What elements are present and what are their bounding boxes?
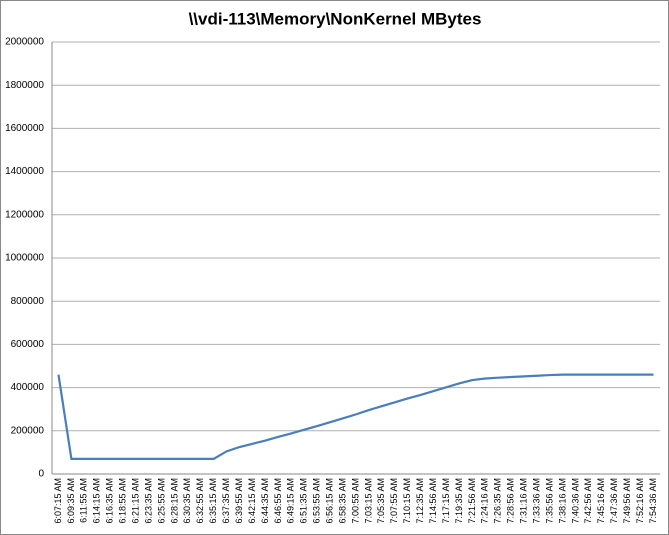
- chart-title: \\vdi-113\Memory\NonKernel MBytes: [189, 9, 482, 28]
- x-tick-label: 6:49:15 AM: [286, 478, 296, 524]
- y-tick-label: 200000: [11, 425, 45, 436]
- x-tick-label: 6:42:15 AM: [247, 478, 257, 524]
- x-tick-label: 7:28:56 AM: [506, 478, 516, 524]
- x-tick-label: 7:49:56 AM: [622, 478, 632, 524]
- x-tick-label: 6:18:55 AM: [118, 478, 128, 524]
- x-tick-label: 6:14:15 AM: [92, 478, 102, 524]
- y-tick-label: 1800000: [5, 80, 44, 91]
- x-tick-label: 6:44:35 AM: [260, 478, 270, 524]
- x-tick-label: 7:19:35 AM: [454, 478, 464, 524]
- x-tick-label: 6:35:15 AM: [208, 478, 218, 524]
- y-tick-label: 1000000: [5, 253, 44, 264]
- x-tick-label: 6:25:55 AM: [156, 478, 166, 524]
- x-tick-label: 6:09:35 AM: [66, 478, 76, 524]
- y-tick-label: 1400000: [5, 166, 44, 177]
- x-tick-label: 7:05:35 AM: [376, 478, 386, 524]
- x-tick-label: 6:46:55 AM: [273, 478, 283, 524]
- x-tick-label: 6:58:35 AM: [337, 478, 347, 524]
- x-tick-label: 6:07:15 AM: [53, 478, 63, 524]
- x-tick-label: 7:33:36 AM: [531, 478, 541, 524]
- y-tick-label: 0: [38, 469, 44, 480]
- x-tick-label: 7:07:55 AM: [389, 478, 399, 524]
- x-tick-label: 6:30:35 AM: [182, 478, 192, 524]
- x-tick-label: 6:23:35 AM: [143, 478, 153, 524]
- x-tick-label: 6:16:35 AM: [105, 478, 115, 524]
- y-tick-label: 400000: [11, 382, 45, 393]
- x-tick-label: 6:28:15 AM: [169, 478, 179, 524]
- x-tick-label: 6:32:55 AM: [195, 478, 205, 524]
- x-tick-label: 7:40:36 AM: [570, 478, 580, 524]
- y-tick-label: 2000000: [5, 37, 44, 48]
- x-tick-label: 6:56:15 AM: [325, 478, 335, 524]
- x-tick-label: 7:47:36 AM: [609, 478, 619, 524]
- x-tick-label: 7:42:56 AM: [583, 478, 593, 524]
- x-tick-label: 7:10:15 AM: [402, 478, 412, 524]
- x-tick-label: 7:45:16 AM: [596, 478, 606, 524]
- x-tick-label: 7:54:36 AM: [648, 478, 658, 524]
- y-tick-label: 800000: [11, 296, 45, 307]
- x-tick-label: 7:12:35 AM: [415, 478, 425, 524]
- x-tick-label: 6:11:55 AM: [79, 478, 89, 523]
- data-line: [57, 373, 654, 460]
- x-tick-label: 6:21:15 AM: [130, 478, 140, 524]
- x-tick-label: 7:35:56 AM: [544, 478, 554, 524]
- y-tick-label: 1200000: [5, 209, 44, 220]
- x-tick-label: 7:52:16 AM: [635, 478, 645, 524]
- x-tick-label: 7:17:15 AM: [441, 478, 451, 524]
- x-tick-label: 7:38:16 AM: [557, 478, 567, 524]
- x-tick-label: 7:14:56 AM: [428, 478, 438, 524]
- y-tick-label: 600000: [11, 339, 45, 350]
- x-tick-label: 7:26:35 AM: [493, 478, 503, 524]
- x-tick-label: 7:21:56 AM: [467, 478, 477, 524]
- x-tick-label: 6:39:55 AM: [234, 478, 244, 524]
- x-tick-label: 7:24:16 AM: [480, 478, 490, 524]
- x-tick-label: 7:03:15 AM: [363, 478, 373, 524]
- x-tick-label: 7:31:16 AM: [519, 478, 529, 524]
- x-tick-label: 6:53:55 AM: [312, 478, 322, 524]
- x-tick-label: 6:37:35 AM: [221, 478, 231, 524]
- y-tick-label: 1600000: [5, 123, 44, 134]
- x-tick-label: 6:51:35 AM: [299, 478, 309, 524]
- x-tick-label: 7:00:55 AM: [350, 478, 360, 524]
